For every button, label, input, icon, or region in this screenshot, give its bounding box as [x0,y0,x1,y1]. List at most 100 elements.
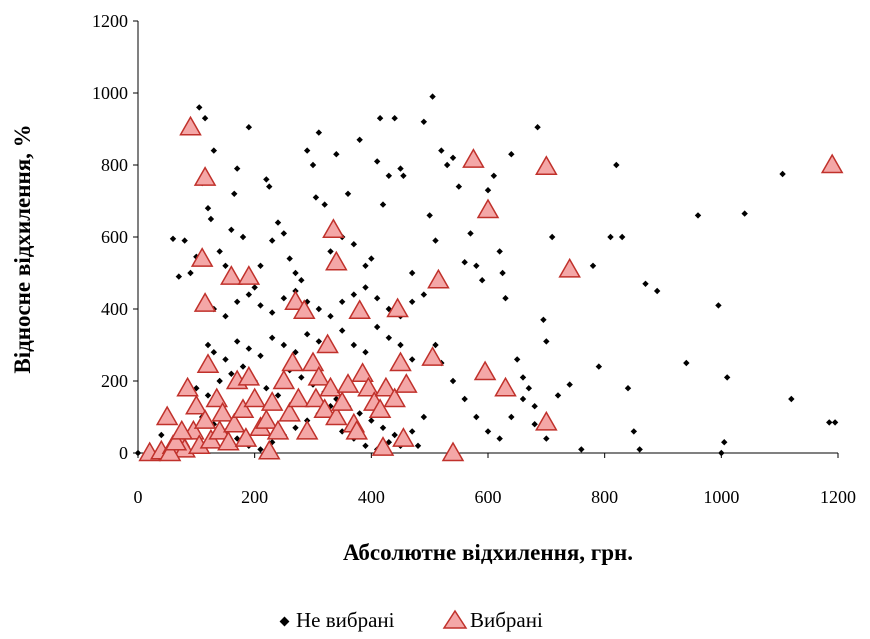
data-point-not-selected [134,449,142,457]
data-point-not-selected [443,161,451,169]
data-point-selected [371,436,395,456]
data-point-selected [304,387,328,408]
data-point-selected [179,115,202,136]
y-tick-label: 400 [101,299,128,319]
data-point-selected [307,365,331,386]
data-point-selected [237,265,261,285]
data-point-selected [319,376,342,397]
data-point-not-selected [210,349,218,356]
data-point-not-selected [274,392,282,399]
data-point-not-selected [303,331,311,338]
data-point-not-selected [779,170,786,178]
data-point-not-selected [508,413,515,421]
data-point-not-selected [268,237,276,244]
legend-label-not-selected: Не вибрані [296,608,395,632]
data-point-selected [325,250,348,271]
data-point-not-selected [196,104,203,111]
data-point-not-selected [618,233,626,241]
y-tick-label: 600 [101,227,128,247]
data-point-not-selected [397,165,404,172]
data-point-not-selected [251,284,258,291]
data-point-not-selected [321,201,328,208]
data-point-not-selected [397,341,404,349]
x-axis-title: Абсолютне відхилення, грн. [343,540,633,565]
data-point-selected [386,297,409,318]
data-point-not-selected [315,338,323,345]
axes: 0 200 400 600 800 1000 1200 0 200 400 600 800 1000 1… [92,11,856,507]
data-point-selected [421,346,444,366]
data-point-selected [348,299,371,320]
data-point-not-selected [257,302,264,309]
data-point-not-selected [315,305,323,313]
data-point-not-selected [502,295,509,302]
data-point-not-selected [624,385,632,392]
data-point-not-selected [280,230,288,237]
data-point-not-selected [379,201,387,208]
data-point-not-selected [391,115,398,122]
data-point-not-selected [607,233,614,241]
data-point-selected [158,441,182,462]
data-point-not-selected [694,212,702,219]
y-axis-title: Відносне відхилення, % [10,124,35,373]
data-point-not-selected [373,323,381,331]
data-point-selected [535,410,558,431]
data-point-not-selected [449,154,457,161]
data-point-not-selected [216,377,223,385]
data-point-not-selected [715,302,722,309]
data-point-not-selected [169,235,177,242]
data-point-not-selected [181,237,188,244]
data-point-not-selected [540,316,547,323]
data-point-selected [325,405,348,426]
data-point-not-selected [222,356,229,363]
data-point-selected [272,369,296,390]
data-point-selected [476,198,500,219]
data-point-not-selected [467,230,474,237]
data-point-not-selected [636,446,643,453]
data-point-not-selected [432,341,439,349]
y-tick-label: 800 [101,155,128,175]
data-point-not-selected [268,334,276,341]
data-point-not-selected [263,176,270,183]
data-point-selected [374,376,398,397]
data-point-not-selected [484,187,492,194]
data-point-not-selected [449,377,457,385]
data-point-selected [217,430,240,451]
data-point-not-selected [548,233,556,241]
data-point-not-selected [201,115,209,122]
data-point-not-selected [642,280,649,287]
data-point-not-selected [309,161,317,169]
data-point-not-selected [210,147,218,154]
data-point-selected [389,351,412,372]
data-point-not-selected [228,226,235,233]
data-point-not-selected [233,338,241,345]
data-point-not-selected [438,147,445,154]
data-point-selected [266,419,290,440]
data-point-selected [322,218,345,239]
data-point-not-selected [508,151,515,158]
data-point-not-selected [338,327,346,334]
data-point-not-selected [274,219,282,226]
data-point-not-selected [245,345,253,352]
data-point-selected [155,405,179,426]
data-point-not-selected [400,172,407,179]
data-point-not-selected [531,403,538,410]
data-point-not-selected [222,262,229,269]
data-point-not-selected [286,255,293,262]
data-point-not-selected [613,161,620,169]
data-point-not-selected [280,295,288,302]
data-point-not-selected [368,255,375,262]
data-point-selected [345,419,369,440]
data-point-selected [441,441,465,462]
data-point-selected [278,401,301,422]
data-point-not-selected [327,313,334,320]
data-point-not-selected [239,363,247,370]
data-point-selected [231,398,255,419]
x-ticks: 0 200 400 600 800 1000 1200 [134,453,856,507]
data-point-not-selected [721,439,728,446]
data-point-not-selected [362,349,369,356]
data-point-not-selected [158,431,165,439]
data-point-not-selected [385,334,393,341]
data-point-not-selected [543,338,550,345]
data-point-selected [395,373,418,393]
